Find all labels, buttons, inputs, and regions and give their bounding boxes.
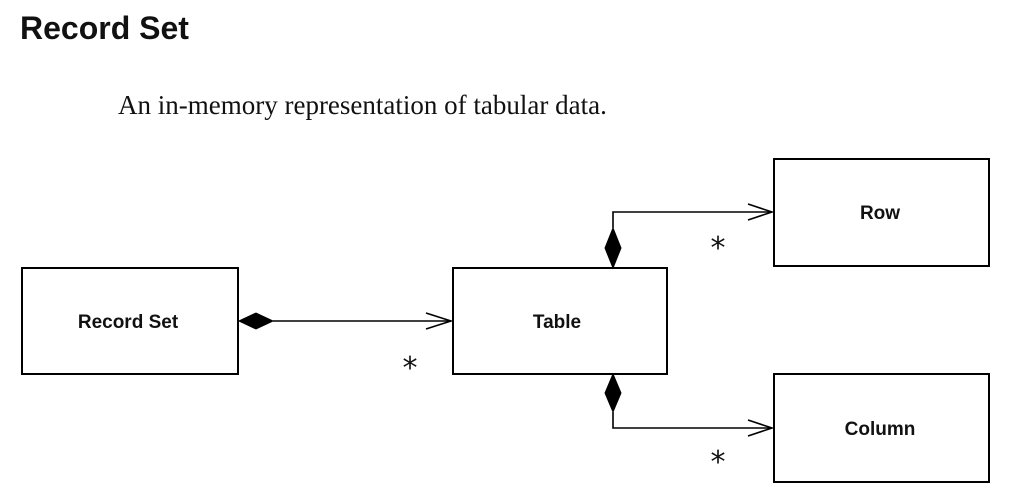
association-table-column: * [604,372,775,480]
arrowhead-table [425,312,454,330]
composition-diamond-recordset [237,312,275,330]
class-row-label: Row [860,203,900,224]
composition-diamond-table-column [604,372,622,414]
class-record-set: Record Set [21,267,239,375]
pattern-description: An in-memory representation of tabular d… [118,90,607,120]
class-row: Row [773,158,990,267]
class-record-set-label: Record Set [78,312,179,333]
composition-diamond-table-row [604,226,622,270]
multiplicity-table: * [403,351,418,386]
arrowhead-column [747,419,775,437]
multiplicity-column: * [711,445,726,480]
class-column-label: Column [845,419,916,440]
association-table-row: * [604,203,775,270]
class-column: Column [773,373,990,483]
page-title: Record Set [20,10,189,46]
arrowhead-row [747,203,775,221]
multiplicity-row: * [711,231,726,266]
class-table: Table [452,267,668,375]
association-recordset-table: * [237,312,454,386]
class-table-label: Table [533,312,581,333]
